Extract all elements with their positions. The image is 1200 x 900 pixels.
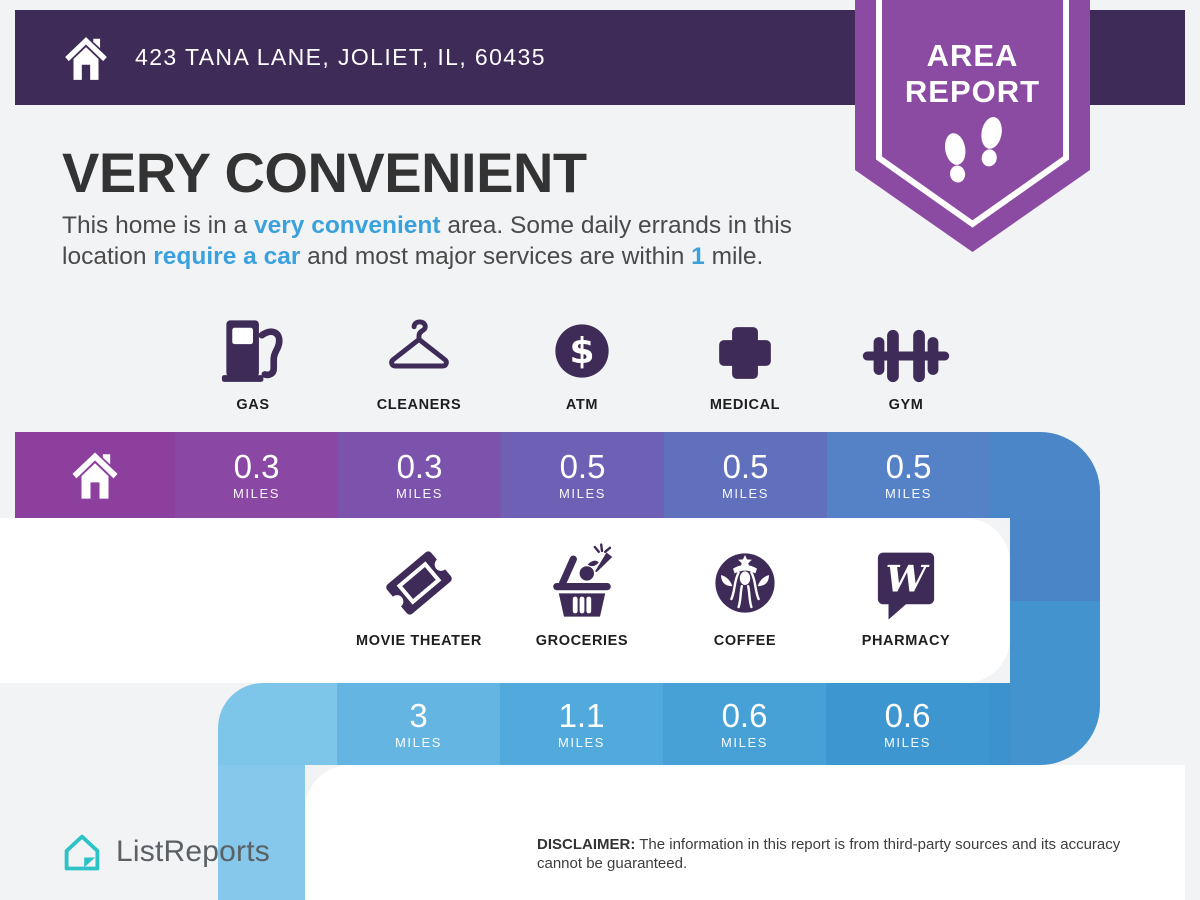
distance-segment: 3 MILES <box>337 683 500 765</box>
footprints-icon <box>944 117 1002 183</box>
distance-value: 0.5 <box>885 447 932 485</box>
badge-line1: AREA <box>927 38 1019 73</box>
body-text: area. Some daily errands in this <box>440 212 792 239</box>
bar-tail-segment <box>989 683 1010 765</box>
bar-home-segment <box>15 432 175 518</box>
disclaimer-text: The information in this report is from t… <box>537 836 1121 872</box>
svg-text:W: W <box>886 557 930 600</box>
distance-segment: 0.6 MILES <box>826 683 989 765</box>
service-cleaners: CLEANERS <box>334 313 504 413</box>
area-report-badge: AREA REPORT <box>855 0 1090 252</box>
listreports-house-icon <box>64 834 100 871</box>
distance-unit: MILES <box>395 485 443 501</box>
service-label: GYM <box>888 397 924 413</box>
distance-segment: 0.5 MILES <box>501 432 664 518</box>
service-label: COFFEE <box>713 633 777 649</box>
highlighted-text: 1 <box>691 243 705 270</box>
service-gym: GYM <box>821 313 991 413</box>
service-label: GAS <box>236 397 270 413</box>
service-label: MEDICAL <box>709 397 781 413</box>
bar-tail-segment <box>990 432 1100 518</box>
content-panel-bottom <box>305 765 1185 900</box>
distance-unit: MILES <box>884 485 932 501</box>
distance-unit: MILES <box>721 485 769 501</box>
page-title: VERY CONVENIENT <box>62 141 587 204</box>
distance-bar-row1: 0.3 MILES 0.3 MILES 0.5 MILES 0.5 MILES … <box>15 432 1100 518</box>
body-text: This home is in a <box>62 212 254 239</box>
service-label: CLEANERS <box>376 397 462 413</box>
distance-value: 0.6 <box>721 696 768 734</box>
distance-value: 0.5 <box>722 447 769 485</box>
highlighted-text: require a car <box>153 243 301 270</box>
service-atm: $ ATM <box>497 313 667 413</box>
distance-value: 1.1 <box>558 696 605 734</box>
service-label: MOVIE THEATER <box>356 633 482 649</box>
distance-segment: 0.6 MILES <box>663 683 826 765</box>
dumbbell-icon <box>861 313 951 387</box>
body-text: mile. <box>704 243 764 270</box>
distance-segment: 1.1 MILES <box>500 683 663 765</box>
distance-segment: 0.5 MILES <box>827 432 990 518</box>
distance-value: 0.5 <box>559 447 606 485</box>
distance-unit: MILES <box>557 734 605 750</box>
coffee-siren-icon <box>705 543 785 623</box>
disclaimer: DISCLAIMER: The information in this repo… <box>537 835 1137 873</box>
distance-segment: 0.3 MILES <box>175 432 338 518</box>
grocery-basket-icon <box>542 543 622 623</box>
service-movie-theater: MOVIE THEATER <box>324 543 514 649</box>
medical-cross-icon <box>711 313 779 387</box>
distance-unit: MILES <box>720 734 768 750</box>
distance-unit: MILES <box>558 485 606 501</box>
disclaimer-label: DISCLAIMER: <box>537 836 636 853</box>
distance-bar-row2: 3 MILES 1.1 MILES 0.6 MILES 0.6 MILES <box>305 683 1010 765</box>
brand-logo: ListReports <box>60 830 270 874</box>
body-text: and most major services are within <box>300 243 692 270</box>
distance-segment: 0.3 MILES <box>338 432 501 518</box>
service-groceries: GROCERIES <box>487 543 677 649</box>
intro-paragraph: This home is in a very convenient area. … <box>62 210 862 272</box>
snake-connector-right-corner <box>1010 601 1100 765</box>
service-label: ATM <box>565 397 599 413</box>
property-address: 423 TANA LANE, JOLIET, IL, 60435 <box>135 44 546 70</box>
distance-value: 0.3 <box>233 447 280 485</box>
service-coffee: COFFEE <box>650 543 840 649</box>
distance-value: 3 <box>409 696 428 734</box>
distance-segment: 0.5 MILES <box>664 432 827 518</box>
snake-connector-left <box>218 683 305 900</box>
dollar-circle-icon: $ <box>546 313 618 387</box>
service-gas: GAS <box>168 313 338 413</box>
brand-name: ListReports <box>116 835 270 868</box>
distance-value: 0.6 <box>884 696 931 734</box>
service-pharmacy: W PHARMACY <box>811 543 1001 649</box>
service-label: PHARMACY <box>861 633 951 649</box>
movie-ticket-icon <box>379 543 459 623</box>
content-panel-middle <box>0 518 1010 683</box>
gas-pump-icon <box>216 313 290 387</box>
distance-unit: MILES <box>394 734 442 750</box>
distance-unit: MILES <box>232 485 280 501</box>
distance-value: 0.3 <box>396 447 443 485</box>
hanger-icon <box>384 313 454 387</box>
body-text: location <box>62 243 154 270</box>
home-icon <box>65 36 107 80</box>
distance-unit: MILES <box>883 734 931 750</box>
bar-tail-segment <box>305 683 337 765</box>
snake-connector-right <box>1010 517 1100 601</box>
badge-line2: REPORT <box>905 74 1040 109</box>
service-label: GROCERIES <box>535 633 629 649</box>
home-icon <box>72 452 118 499</box>
svg-text:$: $ <box>569 331 594 372</box>
pharmacy-w-icon: W <box>868 543 944 623</box>
highlighted-text: very convenient <box>254 212 441 239</box>
service-medical: MEDICAL <box>660 313 830 413</box>
